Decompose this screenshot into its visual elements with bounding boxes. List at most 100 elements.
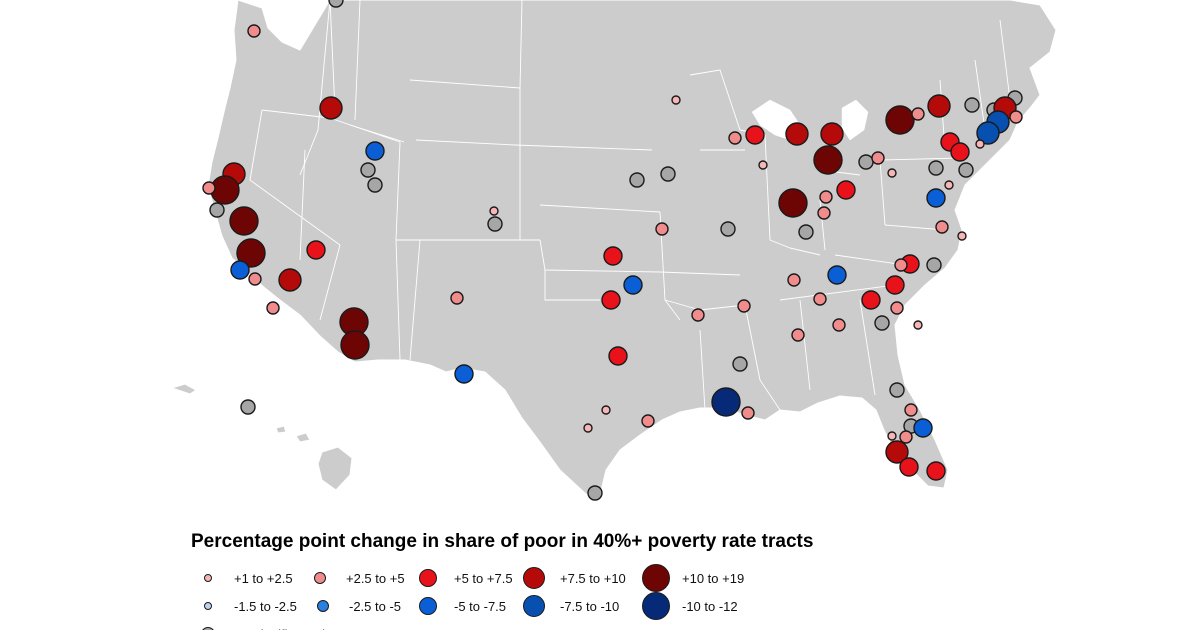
metro-marker-pos3 [899, 457, 919, 477]
legend-symbol-pos3 [419, 569, 437, 587]
metro-marker-ns [629, 172, 645, 188]
metro-marker-ns [240, 399, 256, 415]
metro-marker-neg3 [623, 275, 643, 295]
legend-title: Percentage point change in share of poor… [191, 531, 814, 552]
state-border-9 [514, 144, 653, 151]
legend-label: -5 to -7.5 [454, 598, 507, 614]
metro-marker-neg3 [365, 141, 385, 161]
state-border-30 [884, 224, 946, 231]
legend-item-neg1: -1.5 to -2.5 [194, 592, 297, 620]
metro-marker-pos2 [817, 206, 831, 220]
legend-label: +2.5 to +5 [346, 570, 405, 586]
metro-marker-pos2 [871, 151, 885, 165]
metro-marker-pos2 [655, 222, 669, 236]
metro-marker-pos3 [836, 180, 856, 200]
metro-marker-ns [874, 315, 890, 331]
state-border-17 [689, 69, 741, 131]
metro-marker-pos3 [861, 290, 881, 310]
metro-marker-pos2 [728, 131, 742, 145]
legend-item-neg2: -2.5 to -5 [309, 592, 401, 620]
metro-marker-pos1 [887, 431, 897, 441]
us-land [171, 0, 1057, 496]
metro-marker-pos1 [913, 320, 923, 330]
metro-marker-ns [958, 162, 974, 178]
legend-item-pos5: +10 to +19 [642, 564, 744, 592]
state-border-15 [659, 271, 741, 276]
state-border-4 [354, 0, 361, 121]
legend-item-ns: No significant change [194, 620, 358, 630]
metro-marker-neg4 [976, 121, 1000, 145]
metro-marker-neg3 [827, 265, 847, 285]
state-border-39 [395, 239, 401, 361]
legend-label: No significant change [234, 627, 358, 630]
metro-marker-pos1 [671, 95, 681, 105]
metro-marker-pos2 [890, 301, 904, 315]
metro-marker-pos2 [741, 406, 755, 420]
legend-symbol-pos2 [314, 572, 326, 584]
metro-marker-pos3 [745, 125, 765, 145]
state-border-20 [769, 239, 821, 256]
hawaii-big-island [317, 446, 353, 491]
legend-label: -7.5 to -10 [560, 598, 620, 614]
metro-marker-neg3 [454, 364, 474, 384]
metro-marker-ns [926, 257, 942, 273]
metro-marker-pos2 [248, 272, 262, 286]
metro-marker-ns [928, 160, 944, 176]
state-borders [249, 0, 1011, 411]
metro-marker-pos1 [957, 231, 967, 241]
state-border-2 [349, 124, 405, 143]
metro-marker-neg3 [913, 418, 933, 438]
metro-marker-pos5 [340, 330, 370, 360]
metro-marker-pos3 [601, 290, 621, 310]
metro-marker-pos5 [236, 238, 266, 268]
legend-label: -10 to -12 [682, 598, 738, 614]
legend-item-pos4: +7.5 to +10 [520, 564, 626, 592]
legend-symbol-neg4 [523, 595, 545, 617]
metro-marker-neg3 [926, 188, 946, 208]
state-border-36 [249, 109, 341, 246]
state-border-34 [999, 19, 1011, 101]
metro-marker-ns [798, 224, 814, 240]
state-border-3 [395, 141, 401, 241]
metro-marker-pos4 [278, 268, 302, 292]
metro-marker-pos1 [944, 180, 954, 190]
us-map [171, 0, 1057, 501]
metro-marker-pos2 [935, 220, 949, 234]
state-border-25 [779, 284, 896, 301]
metro-marker-ns [732, 356, 748, 372]
metro-marker-pos1 [887, 168, 897, 178]
legend-item-neg3: -5 to -7.5 [414, 592, 506, 620]
state-border-6 [415, 139, 516, 146]
metro-marker-pos1 [601, 405, 611, 415]
alaska-islet [171, 383, 197, 395]
state-border-10 [539, 204, 661, 213]
metro-marker-pos2 [899, 430, 913, 444]
metro-marker-pos2 [832, 318, 846, 332]
metro-marker-pos4 [820, 122, 844, 146]
legend-symbol-neg3 [419, 597, 437, 615]
metro-marker-ns [209, 202, 225, 218]
metro-marker-pos2 [894, 258, 908, 272]
metro-marker-pos2 [202, 181, 216, 195]
metro-marker-pos2 [787, 273, 801, 287]
metro-marker-pos5 [229, 206, 259, 236]
legend-label: -2.5 to -5 [349, 598, 402, 614]
metro-marker-ns [367, 177, 383, 193]
legend-symbol-pos4 [523, 567, 545, 589]
legend-symbol-pos5 [642, 564, 670, 592]
metro-marker-pos2 [813, 292, 827, 306]
metro-marker-pos2 [247, 24, 261, 38]
metro-marker-pos2 [691, 308, 705, 322]
metro-marker-ns [487, 216, 503, 232]
legend-item-pos2: +2.5 to +5 [306, 564, 405, 592]
metro-marker-pos2 [911, 107, 925, 121]
legend-item-neg4: -7.5 to -10 [520, 592, 619, 620]
legend-symbol-neg1 [204, 602, 212, 610]
hawaii-oahu [275, 425, 287, 434]
state-border-28 [859, 299, 876, 396]
metro-marker-pos1 [975, 139, 985, 149]
metro-marker-pos2 [641, 414, 655, 428]
metro-marker-pos3 [306, 240, 326, 260]
legend-label: +5 to +7.5 [454, 570, 513, 586]
state-border-35 [329, 0, 336, 111]
